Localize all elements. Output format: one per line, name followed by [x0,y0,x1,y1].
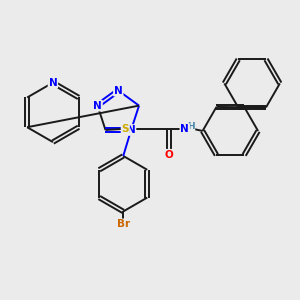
Text: N: N [49,78,57,88]
Text: N: N [93,100,102,111]
Text: H: H [187,122,194,130]
Text: N: N [114,85,123,96]
Text: O: O [164,150,173,160]
Text: S: S [122,124,129,134]
Text: N: N [180,124,189,134]
Text: N: N [127,125,136,135]
Text: Br: Br [117,219,130,229]
